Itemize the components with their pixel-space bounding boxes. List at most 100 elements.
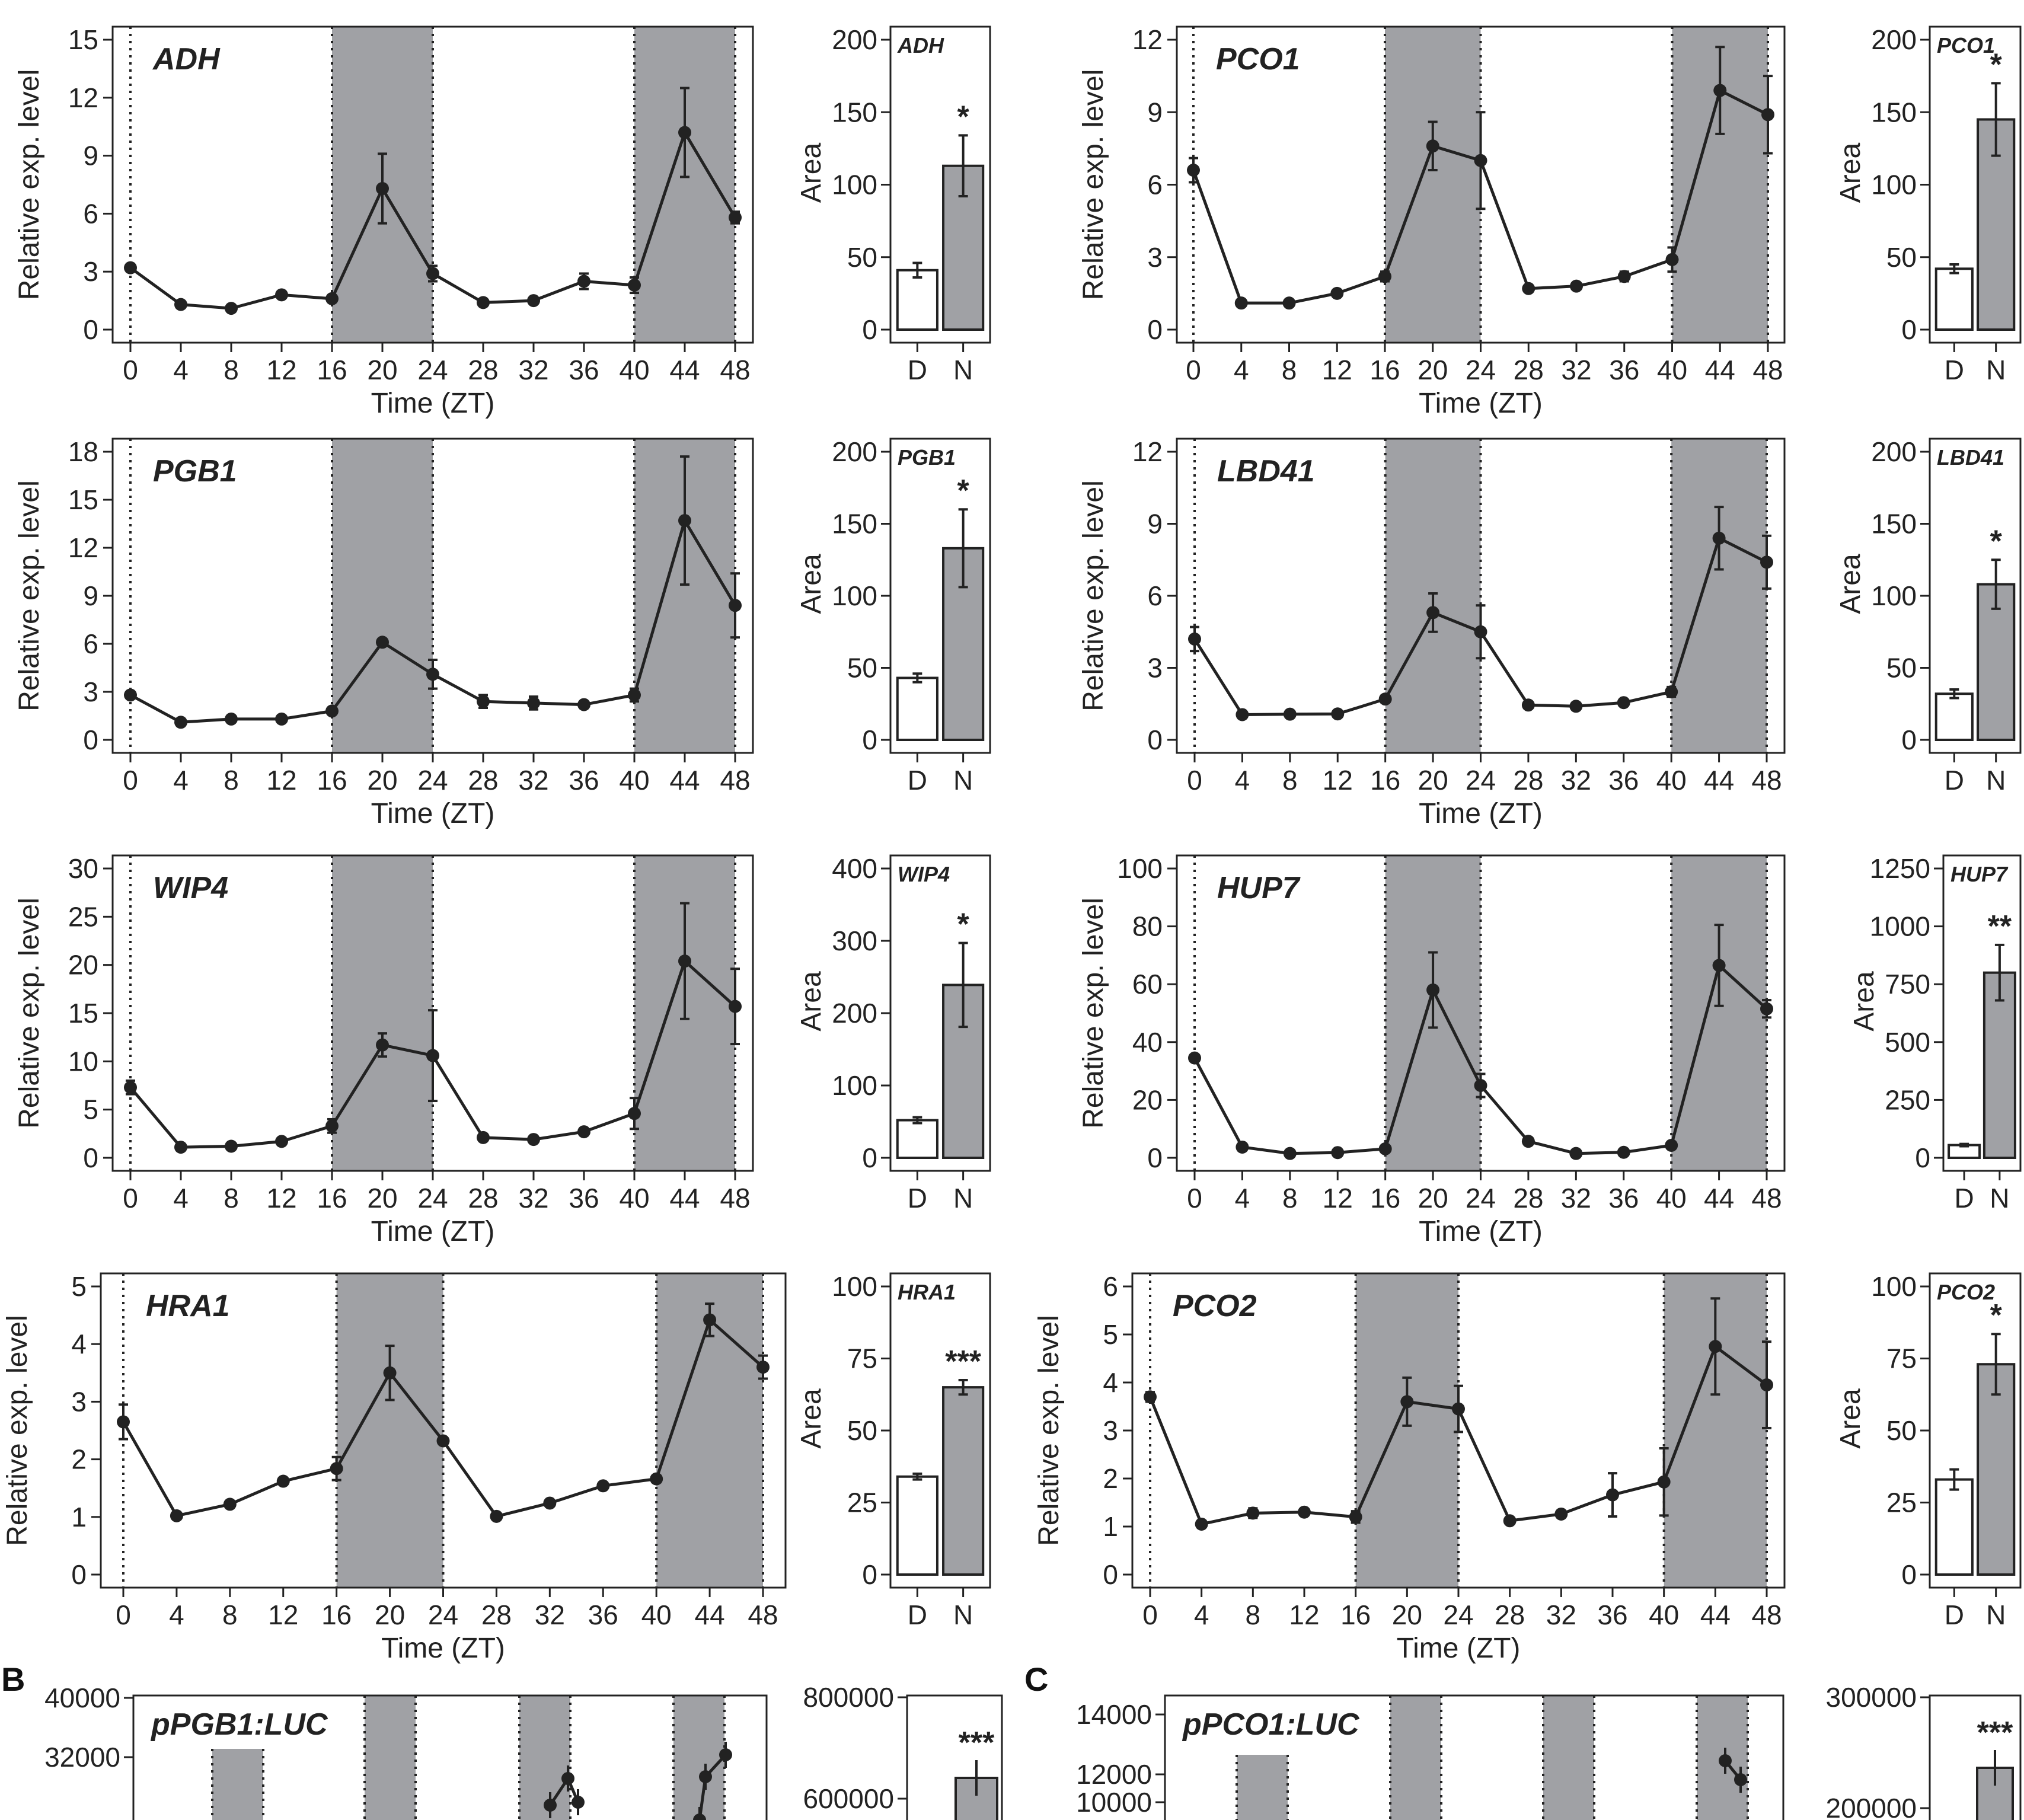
- significance-label: ***: [945, 1345, 981, 1379]
- data-point: [1426, 983, 1440, 997]
- y-tick-label: 50: [847, 1415, 877, 1446]
- bar-d: [1934, 267, 1974, 331]
- data-point: [678, 514, 691, 528]
- data-point: [275, 712, 288, 726]
- y-tick-label: 5: [83, 1094, 98, 1125]
- y-tick-label: 50: [1886, 242, 1917, 273]
- y-tick-label: 75: [847, 1343, 877, 1374]
- data-point: [1712, 959, 1726, 972]
- x-tick-label: 24: [1466, 1183, 1496, 1214]
- gene-name-label: PGB1: [153, 454, 237, 488]
- dark-period-shade: [336, 1273, 443, 1588]
- bar-d: [896, 1475, 938, 1576]
- data-point: [1617, 696, 1630, 710]
- data-point: [1234, 296, 1248, 310]
- data-point: [1474, 1079, 1487, 1092]
- x-tick-label: 36: [1608, 1183, 1639, 1214]
- x-tick-label: 48: [1751, 1599, 1782, 1630]
- gene-name-label: pPCO1:LUC: [1182, 1707, 1360, 1742]
- y-tick-label: 12: [1132, 24, 1163, 55]
- data-point: [1474, 625, 1487, 638]
- x-tick-label: 36: [1609, 355, 1639, 385]
- y-tick-label: 12: [1132, 436, 1163, 467]
- y-tick-label: 25: [68, 901, 98, 932]
- y-tick-label: 0: [83, 314, 98, 345]
- x-tick-label: 4: [173, 765, 189, 796]
- data-point: [275, 1135, 288, 1148]
- data-point: [1713, 84, 1727, 97]
- x-tick-label: 48: [1751, 1183, 1782, 1214]
- y-tick-label: 50: [1886, 1415, 1917, 1446]
- x-axis-title: Time (ZT): [1397, 1633, 1521, 1664]
- y-tick-label: 20: [68, 950, 98, 981]
- data-point: [1760, 1378, 1773, 1392]
- x-tick-label: 44: [694, 1599, 724, 1630]
- y-tick-label: 750: [1885, 969, 1930, 1000]
- data-point: [1761, 108, 1774, 122]
- data-point: [1452, 1402, 1465, 1416]
- x-axis-title: Time (ZT): [1419, 1216, 1543, 1247]
- dark-period-shade: [1543, 1696, 1594, 1820]
- x-tick-label: N: [953, 1599, 973, 1630]
- x-tick-label: 32: [535, 1599, 565, 1630]
- y-tick-label: 0: [1103, 1559, 1118, 1590]
- data-point: [1298, 1505, 1311, 1519]
- y-axis-title: Area: [1835, 554, 1866, 614]
- y-tick-label: 15: [68, 998, 98, 1029]
- x-tick-label: 32: [1561, 355, 1591, 385]
- data-point: [1246, 1506, 1260, 1520]
- x-tick-label: 12: [1322, 355, 1352, 385]
- x-tick-label: 32: [518, 765, 548, 796]
- x-tick-label: 0: [1187, 765, 1202, 796]
- partial-bar-chart: 200000 300000 ***: [1826, 1682, 2022, 1820]
- x-tick-label: 32: [1561, 765, 1591, 796]
- y-axis-title: Relative exp. level: [1078, 898, 1109, 1129]
- y-tick-label: 3: [71, 1386, 87, 1417]
- data-point: [1709, 1340, 1722, 1353]
- x-tick-label: 44: [669, 355, 700, 385]
- x-tick-label: 8: [1282, 355, 1297, 385]
- data-point: [426, 1049, 439, 1062]
- bar-chart-pco1: 0 50 100 150 200 D N *PCO1 Area: [1835, 24, 2022, 385]
- data-point: [1719, 1754, 1732, 1767]
- x-tick-label: 24: [417, 765, 448, 796]
- bar-chart-hup7: 0 250 500 750 1000 1250 D N ** HUP7 Area: [1849, 853, 2022, 1214]
- y-axis-title: Area: [1849, 971, 1880, 1032]
- x-tick-label: N: [1990, 1183, 2009, 1214]
- x-tick-label: N: [953, 355, 973, 385]
- gene-name-label: LBD41: [1937, 445, 2004, 470]
- y-tick-label: 150: [832, 97, 877, 127]
- x-tick-label: 8: [222, 1599, 238, 1630]
- data-point: [1521, 1135, 1535, 1148]
- data-point: [1282, 296, 1296, 310]
- data-point: [703, 1313, 717, 1327]
- x-tick-label: 16: [1369, 355, 1400, 385]
- y-tick-label: 50: [847, 653, 877, 684]
- gene-name-label: PCO2: [1937, 1280, 1995, 1304]
- significance-label: ***: [959, 1726, 995, 1760]
- x-tick-label: 4: [1235, 765, 1250, 796]
- x-tick-label: 20: [375, 1599, 405, 1630]
- data-point: [577, 274, 590, 288]
- data-point: [124, 261, 137, 274]
- x-tick-label: 44: [1704, 1183, 1734, 1214]
- data-point: [1283, 707, 1297, 721]
- y-tick-label: 1250: [1870, 853, 1930, 884]
- x-tick-label: 28: [468, 765, 498, 796]
- gene-name-label: PCO1: [1216, 42, 1300, 76]
- x-tick-label: D: [908, 355, 927, 385]
- x-tick-label: 4: [1234, 355, 1249, 385]
- bar-chart-lbd41: 0 50 100 150 200 D N * LBD41 Area: [1835, 436, 2022, 796]
- data-point: [1569, 700, 1583, 713]
- data-point: [527, 1133, 540, 1147]
- x-tick-label: 24: [428, 1599, 458, 1630]
- dark-period-shade: [1390, 1696, 1441, 1820]
- x-tick-label: 24: [1466, 765, 1496, 796]
- data-point: [1283, 1147, 1297, 1160]
- x-tick-label: 32: [518, 355, 548, 385]
- gene-name-label: ADH: [152, 42, 221, 76]
- y-tick-label: 9: [1147, 509, 1163, 539]
- significance-label: ***: [1977, 1716, 2013, 1750]
- x-tick-label: 28: [1513, 1183, 1543, 1214]
